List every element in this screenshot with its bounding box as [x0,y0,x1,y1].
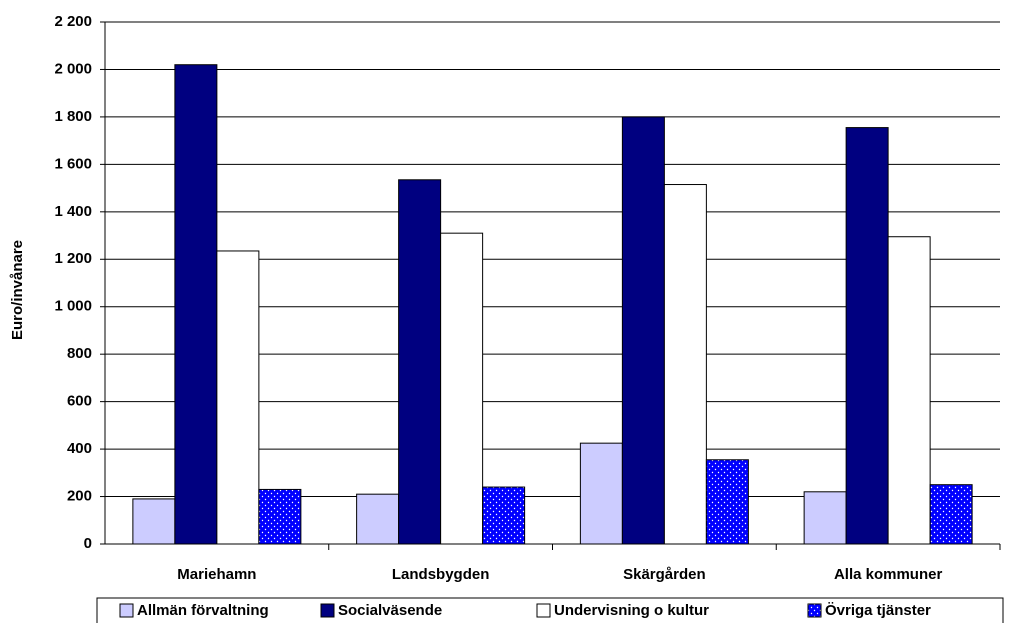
y-tick-label: 200 [67,488,92,505]
legend-label: Socialväsende [338,602,442,619]
bar [258,488,302,545]
legend-marker [807,603,822,618]
x-tick-label: Landsbygden [392,566,490,583]
legend-label: Undervisning o kultur [554,602,709,619]
bar [887,236,931,545]
x-tick-label: Mariehamn [177,566,256,583]
y-tick-label: 1 200 [54,250,92,267]
y-axis-title: Euro/invånare [9,240,26,340]
bar [705,459,749,545]
y-tick-label: 0 [84,535,92,552]
y-tick-label: 1 400 [54,203,92,220]
bar [621,116,665,545]
y-tick-label: 1 000 [54,298,92,315]
bar [803,491,847,545]
x-tick-label: Alla kommuner [834,566,943,583]
y-tick-label: 800 [67,345,92,362]
bar [356,493,400,545]
y-tick-label: 1 600 [54,155,92,172]
legend-marker [536,603,551,618]
bar [174,64,218,545]
bar [845,127,889,545]
bar [398,179,442,545]
y-tick-label: 2 000 [54,60,92,77]
legend-marker [320,603,335,618]
y-tick-label: 2 200 [54,13,92,30]
legend-marker [119,603,134,618]
legend-label: Övriga tjänster [825,602,931,619]
bar [482,486,526,545]
bar [579,442,623,545]
bar [929,484,973,545]
y-tick-label: 1 800 [54,108,92,125]
bar [663,184,707,545]
bar [132,498,176,545]
bar [440,232,484,545]
y-tick-label: 600 [67,393,92,410]
bar [216,250,260,545]
y-tick-label: 400 [67,440,92,457]
x-tick-label: Skärgården [623,566,706,583]
legend-label: Allmän förvaltning [137,602,269,619]
